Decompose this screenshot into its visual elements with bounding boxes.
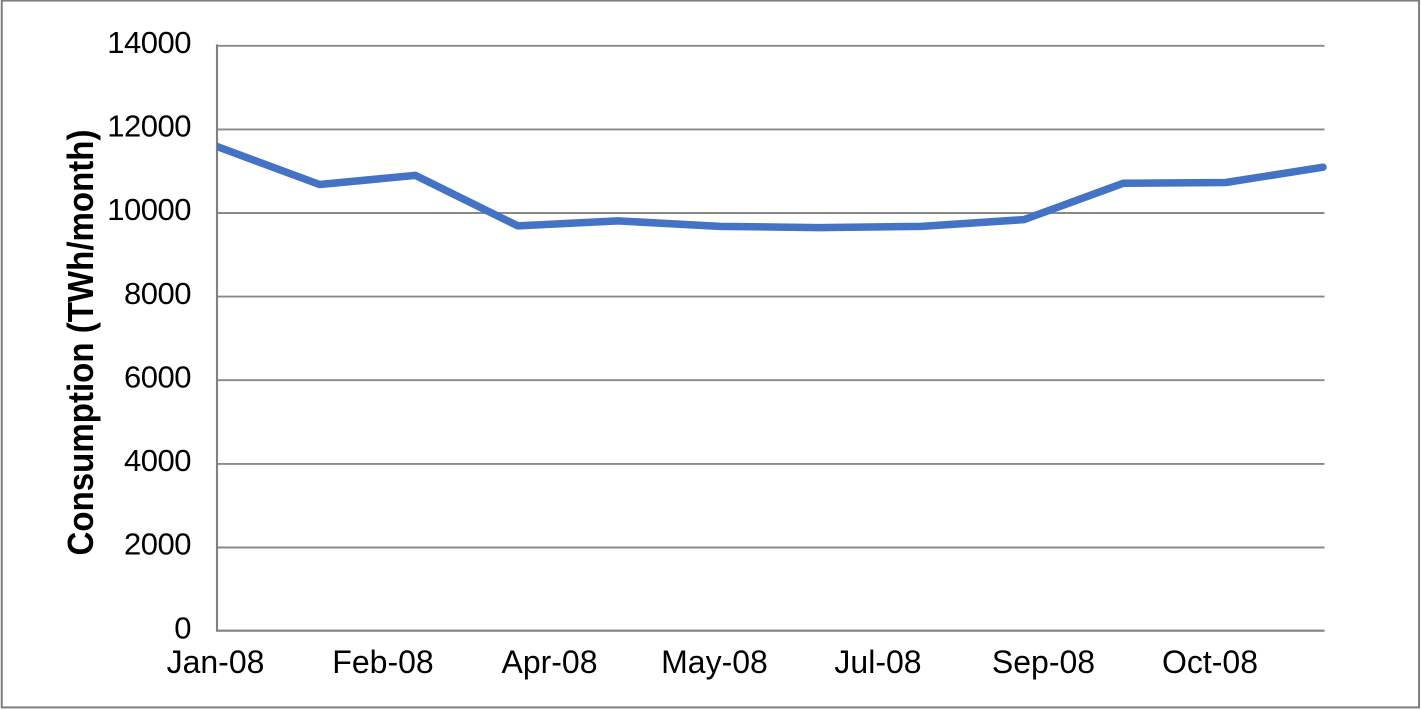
svg-text:14000: 14000 (107, 25, 191, 60)
svg-text:May-08: May-08 (661, 644, 768, 680)
svg-text:Feb-08: Feb-08 (332, 644, 433, 680)
svg-text:Jan-08: Jan-08 (167, 644, 265, 680)
svg-text:8000: 8000 (124, 276, 191, 311)
svg-text:Consumption (TWh/month): Consumption (TWh/month) (60, 130, 101, 556)
svg-text:Apr-08: Apr-08 (501, 644, 597, 680)
svg-text:12000: 12000 (107, 109, 191, 144)
svg-text:0: 0 (174, 610, 191, 645)
svg-text:Sep-08: Sep-08 (992, 644, 1095, 680)
svg-text:Oct-08: Oct-08 (1162, 644, 1258, 680)
svg-text:10000: 10000 (107, 192, 191, 227)
svg-text:4000: 4000 (124, 443, 191, 478)
svg-text:Jul-08: Jul-08 (834, 644, 921, 680)
svg-text:2000: 2000 (124, 527, 191, 562)
svg-text:6000: 6000 (124, 359, 191, 394)
